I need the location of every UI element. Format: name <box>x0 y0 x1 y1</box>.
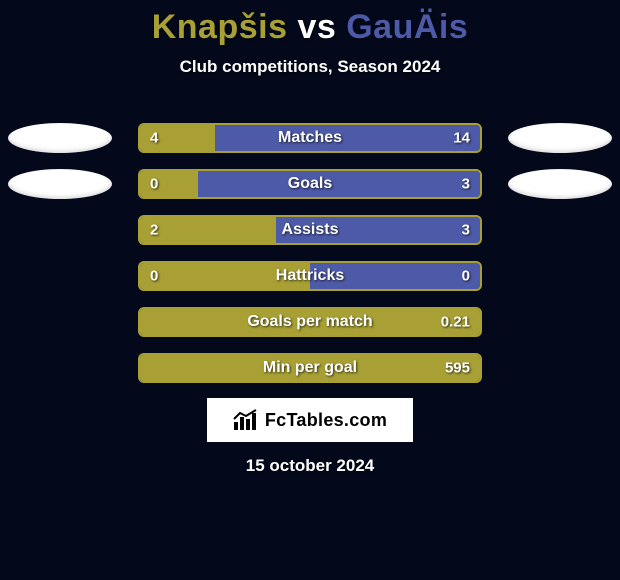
stat-row: 2 3 Assists <box>0 214 620 246</box>
stat-row: 595 Min per goal <box>0 352 620 384</box>
stat-value-right: 3 <box>462 222 470 239</box>
stat-bar: 0 0 Hattricks <box>138 261 482 291</box>
stat-row: 0 0 Hattricks <box>0 260 620 292</box>
stat-label: Min per goal <box>263 359 357 377</box>
stat-bar: 0 3 Goals <box>138 169 482 199</box>
player1-logo-placeholder <box>8 169 112 199</box>
stat-label: Hattricks <box>276 267 344 285</box>
stat-value-right: 0.21 <box>441 314 470 331</box>
stat-value-left: 0 <box>150 268 158 285</box>
stat-value-left: 2 <box>150 222 158 239</box>
stat-value-left: 0 <box>150 176 158 193</box>
stat-label: Goals <box>288 175 332 193</box>
stat-rows: 4 14 Matches 0 3 Goals 2 3 Assists 0 0 Hattricks 0.2… <box>0 122 620 398</box>
stat-bar-left-fill <box>140 171 198 197</box>
stat-label: Assists <box>282 221 339 239</box>
subtitle: Club competitions, Season 2024 <box>0 57 620 77</box>
stat-bar: 0.21 Goals per match <box>138 307 482 337</box>
stat-bar: 2 3 Assists <box>138 215 482 245</box>
stat-label: Goals per match <box>247 313 372 331</box>
stat-label: Matches <box>278 129 342 147</box>
stat-row: 4 14 Matches <box>0 122 620 154</box>
player1-name: Knapšis <box>152 8 288 46</box>
player1-logo-placeholder <box>8 123 112 153</box>
stat-bar: 595 Min per goal <box>138 353 482 383</box>
stat-value-right: 3 <box>462 176 470 193</box>
brand-badge: FcTables.com <box>207 398 413 442</box>
stat-value-right: 0 <box>462 268 470 285</box>
brand-chart-icon <box>233 409 259 431</box>
brand-text: FcTables.com <box>265 410 387 431</box>
stat-value-right: 595 <box>445 360 470 377</box>
stat-bar-right-fill <box>198 171 480 197</box>
date-label: 15 october 2024 <box>246 456 375 476</box>
stat-bar-right-fill <box>215 125 480 151</box>
title-vs: vs <box>297 8 336 46</box>
stat-row: 0 3 Goals <box>0 168 620 200</box>
stat-bar-left-fill <box>140 217 276 243</box>
player2-name: GauÄis <box>346 8 468 46</box>
stat-value-right: 14 <box>453 130 470 147</box>
stat-bar: 4 14 Matches <box>138 123 482 153</box>
stat-value-left: 4 <box>150 130 158 147</box>
player2-logo-placeholder <box>508 123 612 153</box>
comparison-title: Knapšis vs GauÄis <box>0 0 620 47</box>
player2-logo-placeholder <box>508 169 612 199</box>
stat-row: 0.21 Goals per match <box>0 306 620 338</box>
